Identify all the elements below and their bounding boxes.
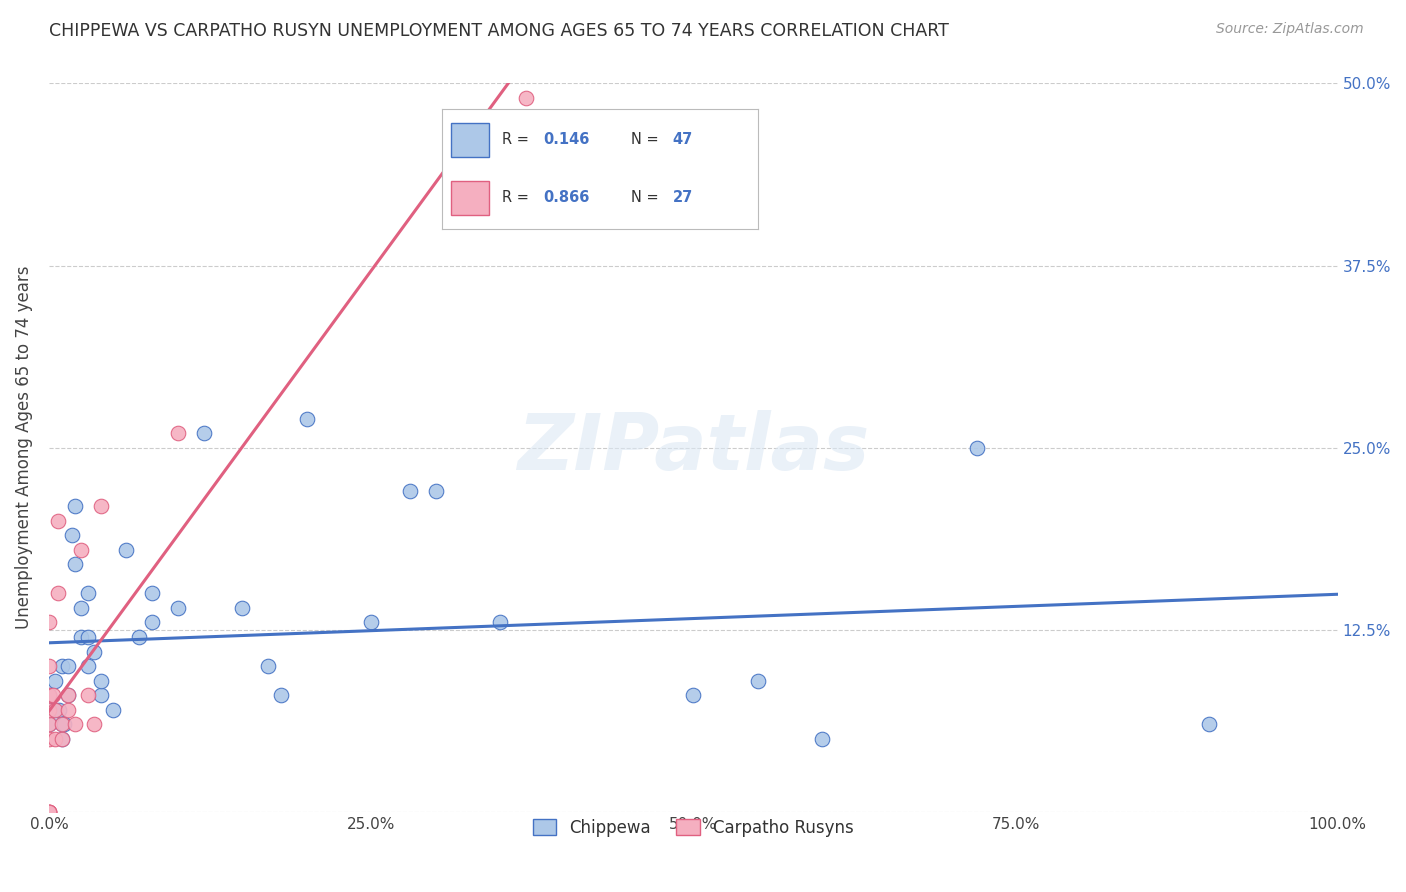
Point (51, 659, 73, 673)
Point (48, 703, 70, 717)
Point (38, 717, 60, 731)
Point (51, 717, 73, 731)
Point (38, 717, 60, 731)
Point (42, 689, 65, 703)
Point (76, 659, 98, 673)
Point (76, 630, 98, 644)
Point (70, 630, 93, 644)
Point (58, 689, 80, 703)
Point (398, 484, 420, 499)
Point (46, 586, 69, 600)
Point (63, 717, 86, 731)
Y-axis label: Unemployment Among Ages 65 to 74 years: Unemployment Among Ages 65 to 74 years (15, 266, 32, 630)
Point (747, 673, 769, 688)
Text: ZIPatlas: ZIPatlas (517, 409, 869, 485)
Text: Source: ZipAtlas.com: Source: ZipAtlas.com (1216, 22, 1364, 37)
Point (53, 717, 76, 731)
Point (60, 528, 83, 542)
Point (141, 615, 163, 630)
Point (38, 805, 60, 819)
Point (70, 601, 93, 615)
Point (63, 558, 86, 572)
Point (115, 542, 138, 557)
Point (193, 426, 215, 441)
Point (270, 689, 292, 703)
Point (489, 615, 512, 630)
Legend: Chippewa, Carpatho Rusyns: Chippewa, Carpatho Rusyns (526, 813, 860, 844)
Point (38, 805, 60, 819)
Point (38, 689, 60, 703)
Point (38, 703, 60, 717)
Point (38, 732, 60, 747)
Point (38, 615, 60, 630)
Point (38, 659, 60, 673)
Point (58, 689, 80, 703)
Point (103, 703, 125, 717)
Point (295, 411, 318, 425)
Point (128, 630, 150, 644)
Point (231, 601, 253, 615)
Point (38, 703, 60, 717)
Point (63, 499, 86, 513)
Point (257, 659, 280, 673)
Point (44, 703, 66, 717)
Point (811, 732, 834, 747)
Point (682, 689, 704, 703)
Point (38, 703, 60, 717)
Point (166, 601, 188, 615)
Point (515, 91, 537, 105)
Point (44, 673, 66, 688)
Point (44, 732, 66, 747)
Point (51, 732, 73, 747)
Point (141, 586, 163, 600)
Point (166, 426, 188, 441)
Point (83, 645, 105, 659)
Point (58, 659, 80, 673)
Point (76, 586, 98, 600)
Point (58, 703, 80, 717)
Point (89, 689, 111, 703)
Point (83, 717, 105, 731)
Point (44, 703, 66, 717)
Point (51, 732, 73, 747)
Point (1198, 717, 1220, 731)
Point (38, 689, 60, 703)
Text: CHIPPEWA VS CARPATHO RUSYN UNEMPLOYMENT AMONG AGES 65 TO 74 YEARS CORRELATION CH: CHIPPEWA VS CARPATHO RUSYN UNEMPLOYMENT … (49, 22, 949, 40)
Point (89, 673, 111, 688)
Point (70, 542, 93, 557)
Point (46, 514, 69, 528)
Point (38, 805, 60, 819)
Point (966, 441, 988, 455)
Point (360, 615, 382, 630)
Point (89, 499, 111, 513)
Point (76, 689, 98, 703)
Point (51, 717, 73, 731)
Point (425, 484, 447, 499)
Point (38, 805, 60, 819)
